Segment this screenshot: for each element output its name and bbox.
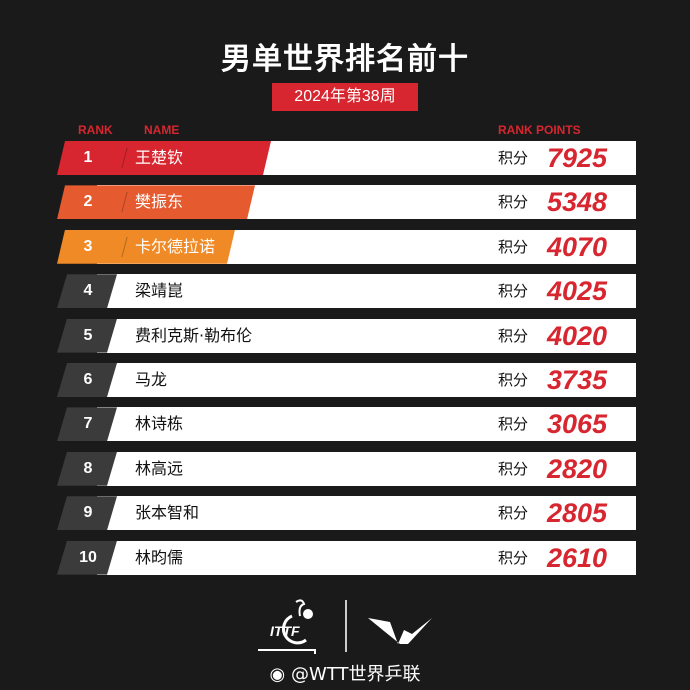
player-name: 卡尔德拉诺: [135, 236, 216, 256]
weibo-handle: ◉ @WTT世界乒联: [269, 664, 421, 685]
points-label: 积分: [498, 149, 529, 167]
page-title: 男单世界排名前十: [221, 42, 469, 77]
rank-block: [57, 452, 117, 486]
rank-points: 4025: [547, 276, 608, 307]
points-label: 积分: [498, 459, 529, 478]
rank-number: 6: [83, 371, 93, 388]
ranking-row: 6 马龙 积分 3735: [57, 363, 636, 397]
points-label: 积分: [498, 548, 529, 567]
row-bar: [97, 407, 636, 442]
ranking-row: 8 林高远 积分 2820: [57, 451, 636, 486]
player-name: 王楚钦: [135, 148, 184, 167]
header-points: RANK POINTS: [498, 123, 581, 137]
rank-block: [57, 230, 235, 264]
ranking-row: 2 樊振东 积分 5348: [57, 185, 636, 220]
ranking-row: 1 王楚钦 积分 7925: [57, 141, 636, 175]
header-name: NAME: [144, 123, 180, 137]
rank-points: 3065: [547, 409, 608, 440]
ranking-row: 10 林昀儒 积分 2610: [57, 540, 636, 575]
row-bar: [97, 496, 636, 531]
rank-block: [57, 541, 117, 575]
rank-points: 7925: [547, 143, 608, 173]
week-badge: 2024年第38周: [272, 83, 418, 111]
ranking-row: 9 张本智和 积分 2805: [57, 496, 636, 531]
rank-block: [57, 407, 117, 441]
rank-number: 5: [83, 326, 93, 344]
ranking-row: 3 卡尔德拉诺 积分 4070: [57, 229, 636, 264]
ittf-logo: ITTF: [258, 599, 316, 654]
points-label: 积分: [498, 282, 529, 301]
rank-points: 2610: [547, 542, 608, 573]
rank-number: 3: [83, 237, 93, 255]
rank-points: 4020: [547, 320, 608, 351]
rank-points: 2820: [547, 453, 608, 484]
rank-block: [57, 496, 117, 530]
player-name: 费利克斯·勒布伦: [135, 325, 253, 345]
rank-block: [57, 141, 271, 175]
ranking-row: 4 梁靖崑 积分 4025: [57, 274, 636, 309]
player-name: 樊振东: [135, 192, 184, 212]
row-bar: [97, 318, 636, 353]
ranking-row: 5 费利克斯·勒布伦 积分 4020: [57, 318, 636, 353]
rank-number: 10: [79, 548, 97, 566]
rank-number: 2: [83, 193, 93, 211]
header-rank: RANK: [78, 123, 113, 137]
wtt-logo: [368, 618, 432, 644]
rank-points: 5348: [547, 187, 608, 218]
points-label: 积分: [498, 415, 529, 434]
logo-divider: [345, 600, 347, 652]
rank-points: 3735: [547, 365, 608, 395]
rank-number: 7: [83, 415, 93, 433]
points-label: 积分: [498, 237, 529, 256]
rank-number: 8: [83, 459, 93, 477]
player-name: 梁靖崑: [135, 281, 184, 301]
footer-logos: ITTF: [0, 598, 690, 658]
rank-number: 1: [83, 149, 93, 166]
points-label: 积分: [498, 326, 529, 345]
rank-number: 9: [83, 504, 93, 522]
rank-block: [57, 319, 117, 353]
rank-number: 4: [83, 282, 93, 300]
row-bar: [97, 274, 636, 309]
ranking-row: 7 林诗栋 积分 3065: [57, 407, 636, 442]
rank-points: 2805: [547, 498, 608, 529]
rank-block: [57, 185, 255, 219]
svg-text:ITTF: ITTF: [270, 623, 300, 639]
points-label: 积分: [498, 504, 529, 523]
row-bar: [97, 451, 636, 486]
points-label: 积分: [498, 371, 529, 389]
player-name: 张本智和: [135, 503, 200, 523]
player-name: 林诗栋: [135, 414, 184, 434]
rank-points: 4070: [547, 231, 608, 262]
rank-block: [57, 363, 117, 397]
row-bar: [97, 363, 636, 397]
player-name: 马龙: [135, 370, 168, 389]
rank-block: [57, 274, 117, 308]
points-label: 积分: [498, 193, 529, 212]
player-name: 林昀儒: [135, 547, 184, 567]
weibo-icon: ◉: [269, 664, 291, 685]
row-bar: [97, 540, 636, 575]
player-name: 林高远: [135, 458, 184, 478]
